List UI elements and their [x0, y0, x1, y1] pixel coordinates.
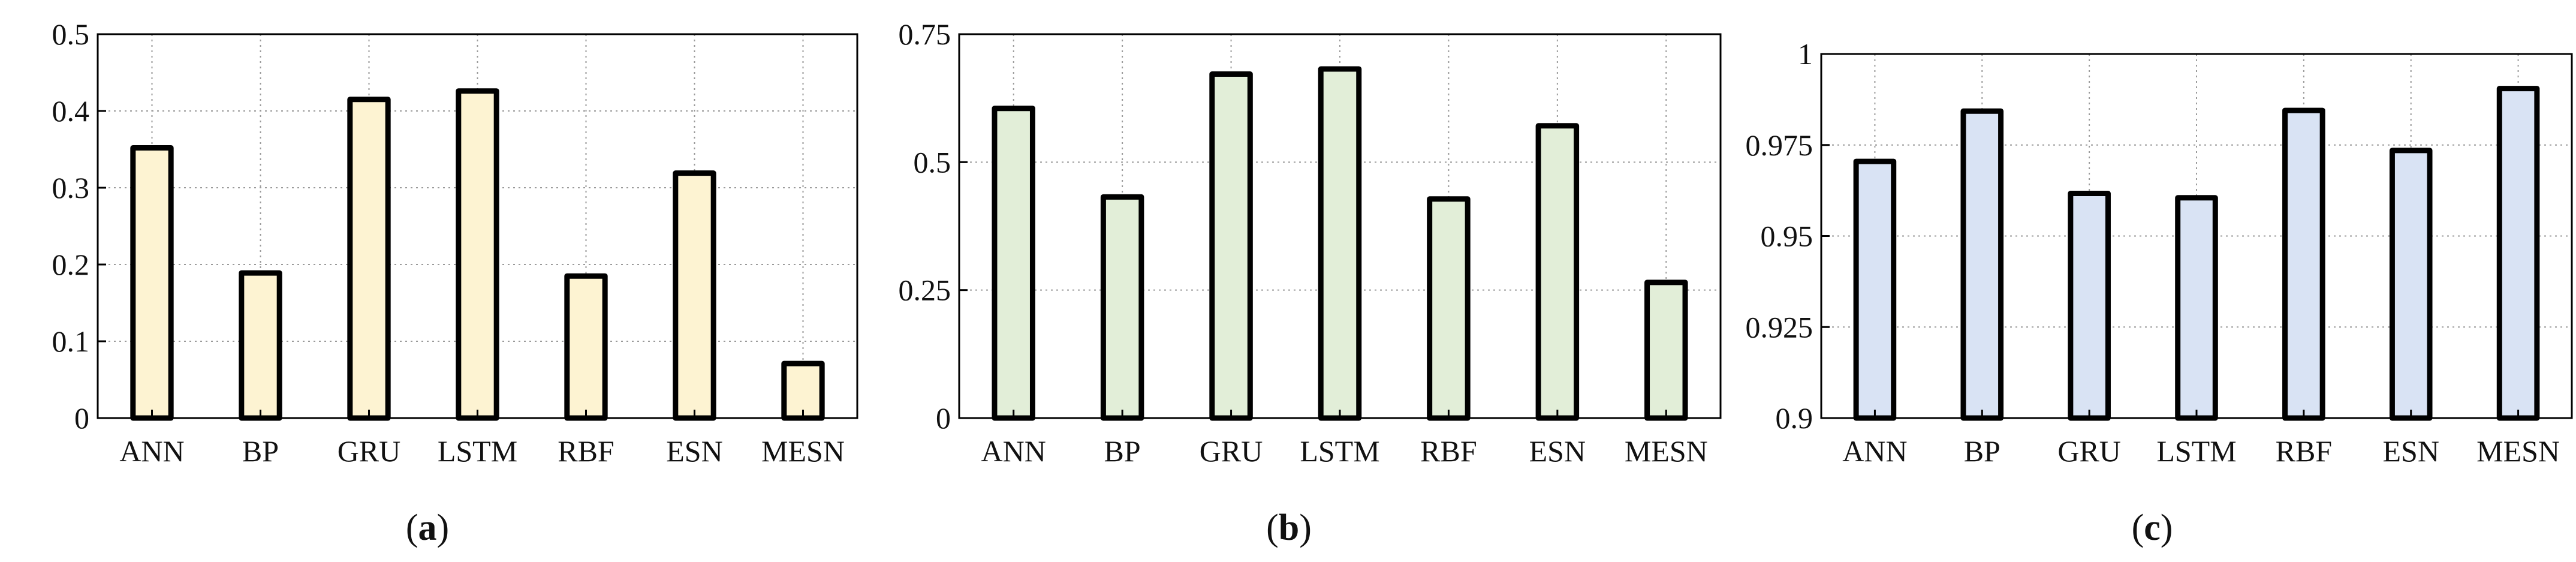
caption-a: (a)	[406, 507, 449, 548]
bar-bp	[1100, 194, 1144, 421]
panel-b: 0 0.25 0.5 0.75 ANN BP GRU LSTM RBF ESN MESN	[899, 17, 1722, 468]
bar-mesn	[2496, 86, 2540, 421]
x-tick-label: ANN	[981, 434, 1046, 468]
x-tick-label: GRU	[1200, 434, 1263, 468]
bar-rbf	[2282, 107, 2325, 421]
x-tick-label: RBF	[2276, 434, 2333, 468]
x-tick-label: ESN	[1529, 434, 1586, 468]
x-tick-label: ANN	[1842, 434, 1907, 468]
x-tick-label: ESN	[2382, 434, 2439, 468]
x-tick-label: RBF	[558, 434, 614, 468]
x-tick-label: MESN	[2476, 434, 2560, 468]
bar-bp	[239, 270, 282, 421]
x-tick-label: MESN	[761, 434, 845, 468]
y-tick-label: 0.925	[1746, 310, 1813, 344]
y-tick-label: 0.9	[1776, 401, 1813, 435]
y-tick-label: 0.25	[899, 274, 951, 307]
x-tick-label: LSTM	[438, 434, 517, 468]
x-tick-label: ESN	[666, 434, 722, 468]
bar-ann	[1853, 158, 1897, 421]
bar-mesn	[781, 360, 825, 421]
panel-a: 0 0.1 0.2 0.3 0.4 0.5 ANN BP GRU LSTM RBF ESN MESN	[52, 17, 858, 468]
x-tick-label: BP	[1104, 434, 1141, 468]
plot-frame	[97, 33, 858, 419]
bar-esn	[1535, 123, 1580, 421]
bar-lstm	[456, 88, 499, 421]
x-tick-label: RBF	[1420, 434, 1477, 468]
bar-rbf	[564, 273, 608, 421]
bar-gru	[2068, 190, 2111, 421]
bar-esn	[2389, 148, 2433, 421]
x-tick-label: MESN	[1625, 434, 1708, 468]
x-tick-label: BP	[1964, 434, 2000, 468]
y-tick-label: 0.5	[914, 145, 951, 179]
x-tick-label: GRU	[338, 434, 401, 468]
x-tick-label: GRU	[2057, 434, 2121, 468]
y-tick-label: 0.4	[52, 94, 90, 128]
y-tick-label: 1	[1798, 37, 1813, 71]
bar-lstm	[2175, 195, 2218, 421]
plot-frame	[1820, 53, 2573, 419]
y-tick-label: 0.3	[52, 171, 90, 205]
bar-ann	[992, 106, 1035, 421]
y-tick-label: 0	[74, 401, 89, 435]
bar-ann	[130, 145, 174, 421]
panel-c: 0.9 0.925 0.95 0.975 1 ANN BP GRU LSTM RBF ESN MESN	[1746, 37, 2573, 468]
plot-frame	[958, 33, 1722, 419]
y-tick-label: 0.975	[1746, 128, 1813, 162]
x-tick-label: LSTM	[2156, 434, 2236, 468]
caption-c: (c)	[2132, 507, 2173, 548]
y-tick-label: 0.2	[52, 248, 90, 281]
y-tick-label: 0	[936, 401, 951, 435]
bar-rbf	[1427, 196, 1471, 421]
bar-gru	[347, 97, 391, 421]
caption-b: (b)	[1266, 507, 1312, 548]
y-tick-label: 0.75	[899, 17, 951, 51]
y-tick-label: 0.5	[52, 17, 90, 51]
bar-gru	[1209, 71, 1253, 421]
y-tick-label: 0.1	[52, 324, 90, 358]
bar-esn	[673, 170, 716, 421]
x-tick-label: ANN	[119, 434, 184, 468]
x-tick-label: BP	[242, 434, 279, 468]
bar-bp	[1960, 108, 2004, 421]
y-tick-label: 0.95	[1761, 220, 1813, 253]
bar-lstm	[1318, 66, 1362, 421]
x-tick-label: LSTM	[1300, 434, 1379, 468]
bar-mesn	[1644, 280, 1688, 421]
